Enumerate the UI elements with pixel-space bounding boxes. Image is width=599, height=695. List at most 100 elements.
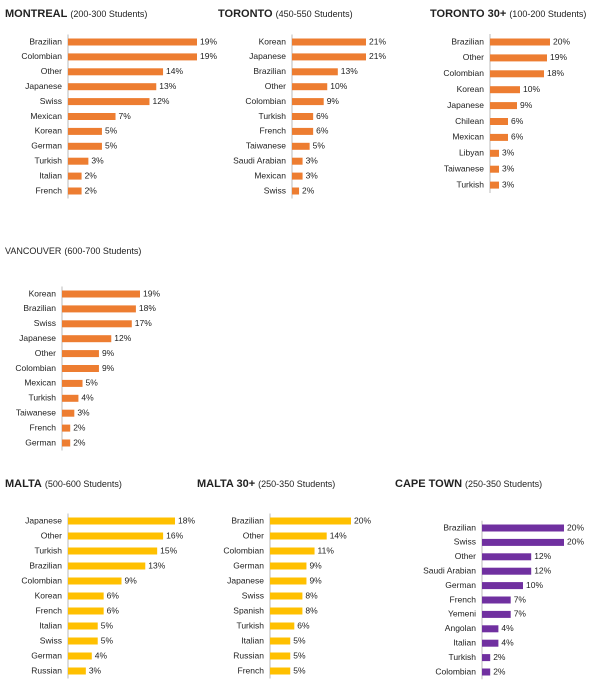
- value-label: 4%: [501, 637, 514, 647]
- category-label: Libyan: [459, 148, 484, 158]
- bar: [482, 668, 491, 676]
- category-label: Colombian: [21, 51, 62, 61]
- bar: [68, 547, 158, 555]
- category-label: Other: [243, 530, 264, 540]
- bar: [62, 409, 75, 417]
- value-label: 6%: [511, 116, 524, 126]
- value-label: 6%: [316, 111, 329, 121]
- title-sub: (100-200 Students): [509, 9, 586, 19]
- value-label: 14%: [166, 66, 183, 76]
- title-main: MALTA: [5, 478, 42, 490]
- bar: [68, 607, 104, 615]
- title-sub: (500-600 Students): [45, 479, 122, 489]
- category-label: Turkish: [34, 155, 62, 165]
- value-label: 12%: [152, 96, 169, 106]
- bar: [292, 172, 303, 180]
- bar: [292, 142, 310, 150]
- category-label: Swiss: [242, 590, 264, 600]
- bar: [62, 320, 132, 328]
- bar: [68, 127, 102, 135]
- category-label: Brazilian: [29, 36, 62, 46]
- value-label: 20%: [567, 522, 584, 532]
- title-sub: (250-350 Students): [258, 479, 335, 489]
- bar: [482, 582, 523, 590]
- chart-title: MONTREAL (200-300 Students): [5, 8, 147, 20]
- value-label: 8%: [305, 605, 318, 615]
- bar: [68, 622, 98, 630]
- value-label: 6%: [316, 126, 329, 136]
- title-main: TORONTO 30+: [430, 8, 506, 20]
- title-main: TORONTO: [218, 8, 273, 20]
- category-label: Italian: [39, 620, 62, 630]
- category-label: Japanese: [25, 81, 62, 91]
- title-sub: (200-300 Students): [70, 9, 147, 19]
- bar: [482, 610, 511, 618]
- category-label: Russian: [31, 665, 62, 675]
- value-label: 15%: [160, 545, 177, 555]
- bar: [62, 439, 71, 447]
- category-label: Colombian: [443, 68, 484, 78]
- value-label: 5%: [105, 141, 118, 151]
- category-label: Taiwanese: [246, 141, 286, 151]
- category-label: Turkish: [34, 545, 62, 555]
- bar: [292, 83, 328, 91]
- category-label: Other: [35, 348, 56, 358]
- value-label: 10%: [330, 81, 347, 91]
- bar: [68, 142, 102, 150]
- bar: [68, 98, 150, 106]
- category-label: Brazilian: [451, 36, 484, 46]
- category-label: Turkish: [28, 393, 56, 403]
- value-label: 3%: [502, 148, 515, 158]
- category-label: Turkish: [258, 111, 286, 121]
- category-label: Other: [41, 66, 62, 76]
- category-label: Swiss: [264, 185, 286, 195]
- category-label: German: [31, 650, 62, 660]
- value-label: 18%: [178, 515, 195, 525]
- category-label: Japanese: [25, 515, 62, 525]
- bar: [490, 54, 547, 62]
- category-label: Japanese: [19, 333, 56, 343]
- value-label: 17%: [135, 318, 152, 328]
- chart-title: TORONTO (450-550 Students): [218, 8, 353, 20]
- value-label: 5%: [101, 635, 114, 645]
- value-label: 5%: [293, 650, 306, 660]
- bar: [270, 517, 351, 525]
- bar: [62, 379, 83, 387]
- value-label: 19%: [143, 288, 160, 298]
- value-label: 18%: [547, 68, 564, 78]
- category-label: Turkish: [456, 179, 484, 189]
- value-label: 18%: [139, 303, 156, 313]
- chart-title: MALTA (500-600 Students): [5, 478, 122, 490]
- category-label: Other: [41, 530, 62, 540]
- bar: [68, 187, 82, 195]
- value-label: 6%: [297, 620, 310, 630]
- category-label: Japanese: [227, 575, 264, 585]
- category-label: German: [31, 141, 62, 151]
- bar: [270, 592, 303, 600]
- category-label: French: [450, 594, 477, 604]
- category-label: French: [36, 185, 63, 195]
- category-label: Chilean: [455, 116, 484, 126]
- category-label: German: [25, 437, 56, 447]
- bar: [68, 592, 104, 600]
- category-label: Saudi Arabian: [423, 565, 476, 575]
- bar: [490, 181, 499, 189]
- bar: [490, 149, 499, 157]
- category-label: German: [233, 560, 264, 570]
- category-label: Swiss: [40, 96, 62, 106]
- category-label: Italian: [241, 635, 264, 645]
- category-label: French: [30, 422, 57, 432]
- value-label: 12%: [534, 551, 551, 561]
- bar: [62, 290, 140, 298]
- value-label: 4%: [501, 623, 514, 633]
- title-sub: (600-700 Students): [64, 246, 141, 256]
- bar: [62, 394, 79, 402]
- category-label: German: [445, 580, 476, 590]
- value-label: 7%: [119, 111, 132, 121]
- bar: [68, 172, 82, 180]
- bar: [68, 38, 197, 46]
- bar: [270, 622, 295, 630]
- bar: [482, 538, 564, 546]
- category-label: Brazilian: [253, 66, 286, 76]
- value-label: 10%: [523, 84, 540, 94]
